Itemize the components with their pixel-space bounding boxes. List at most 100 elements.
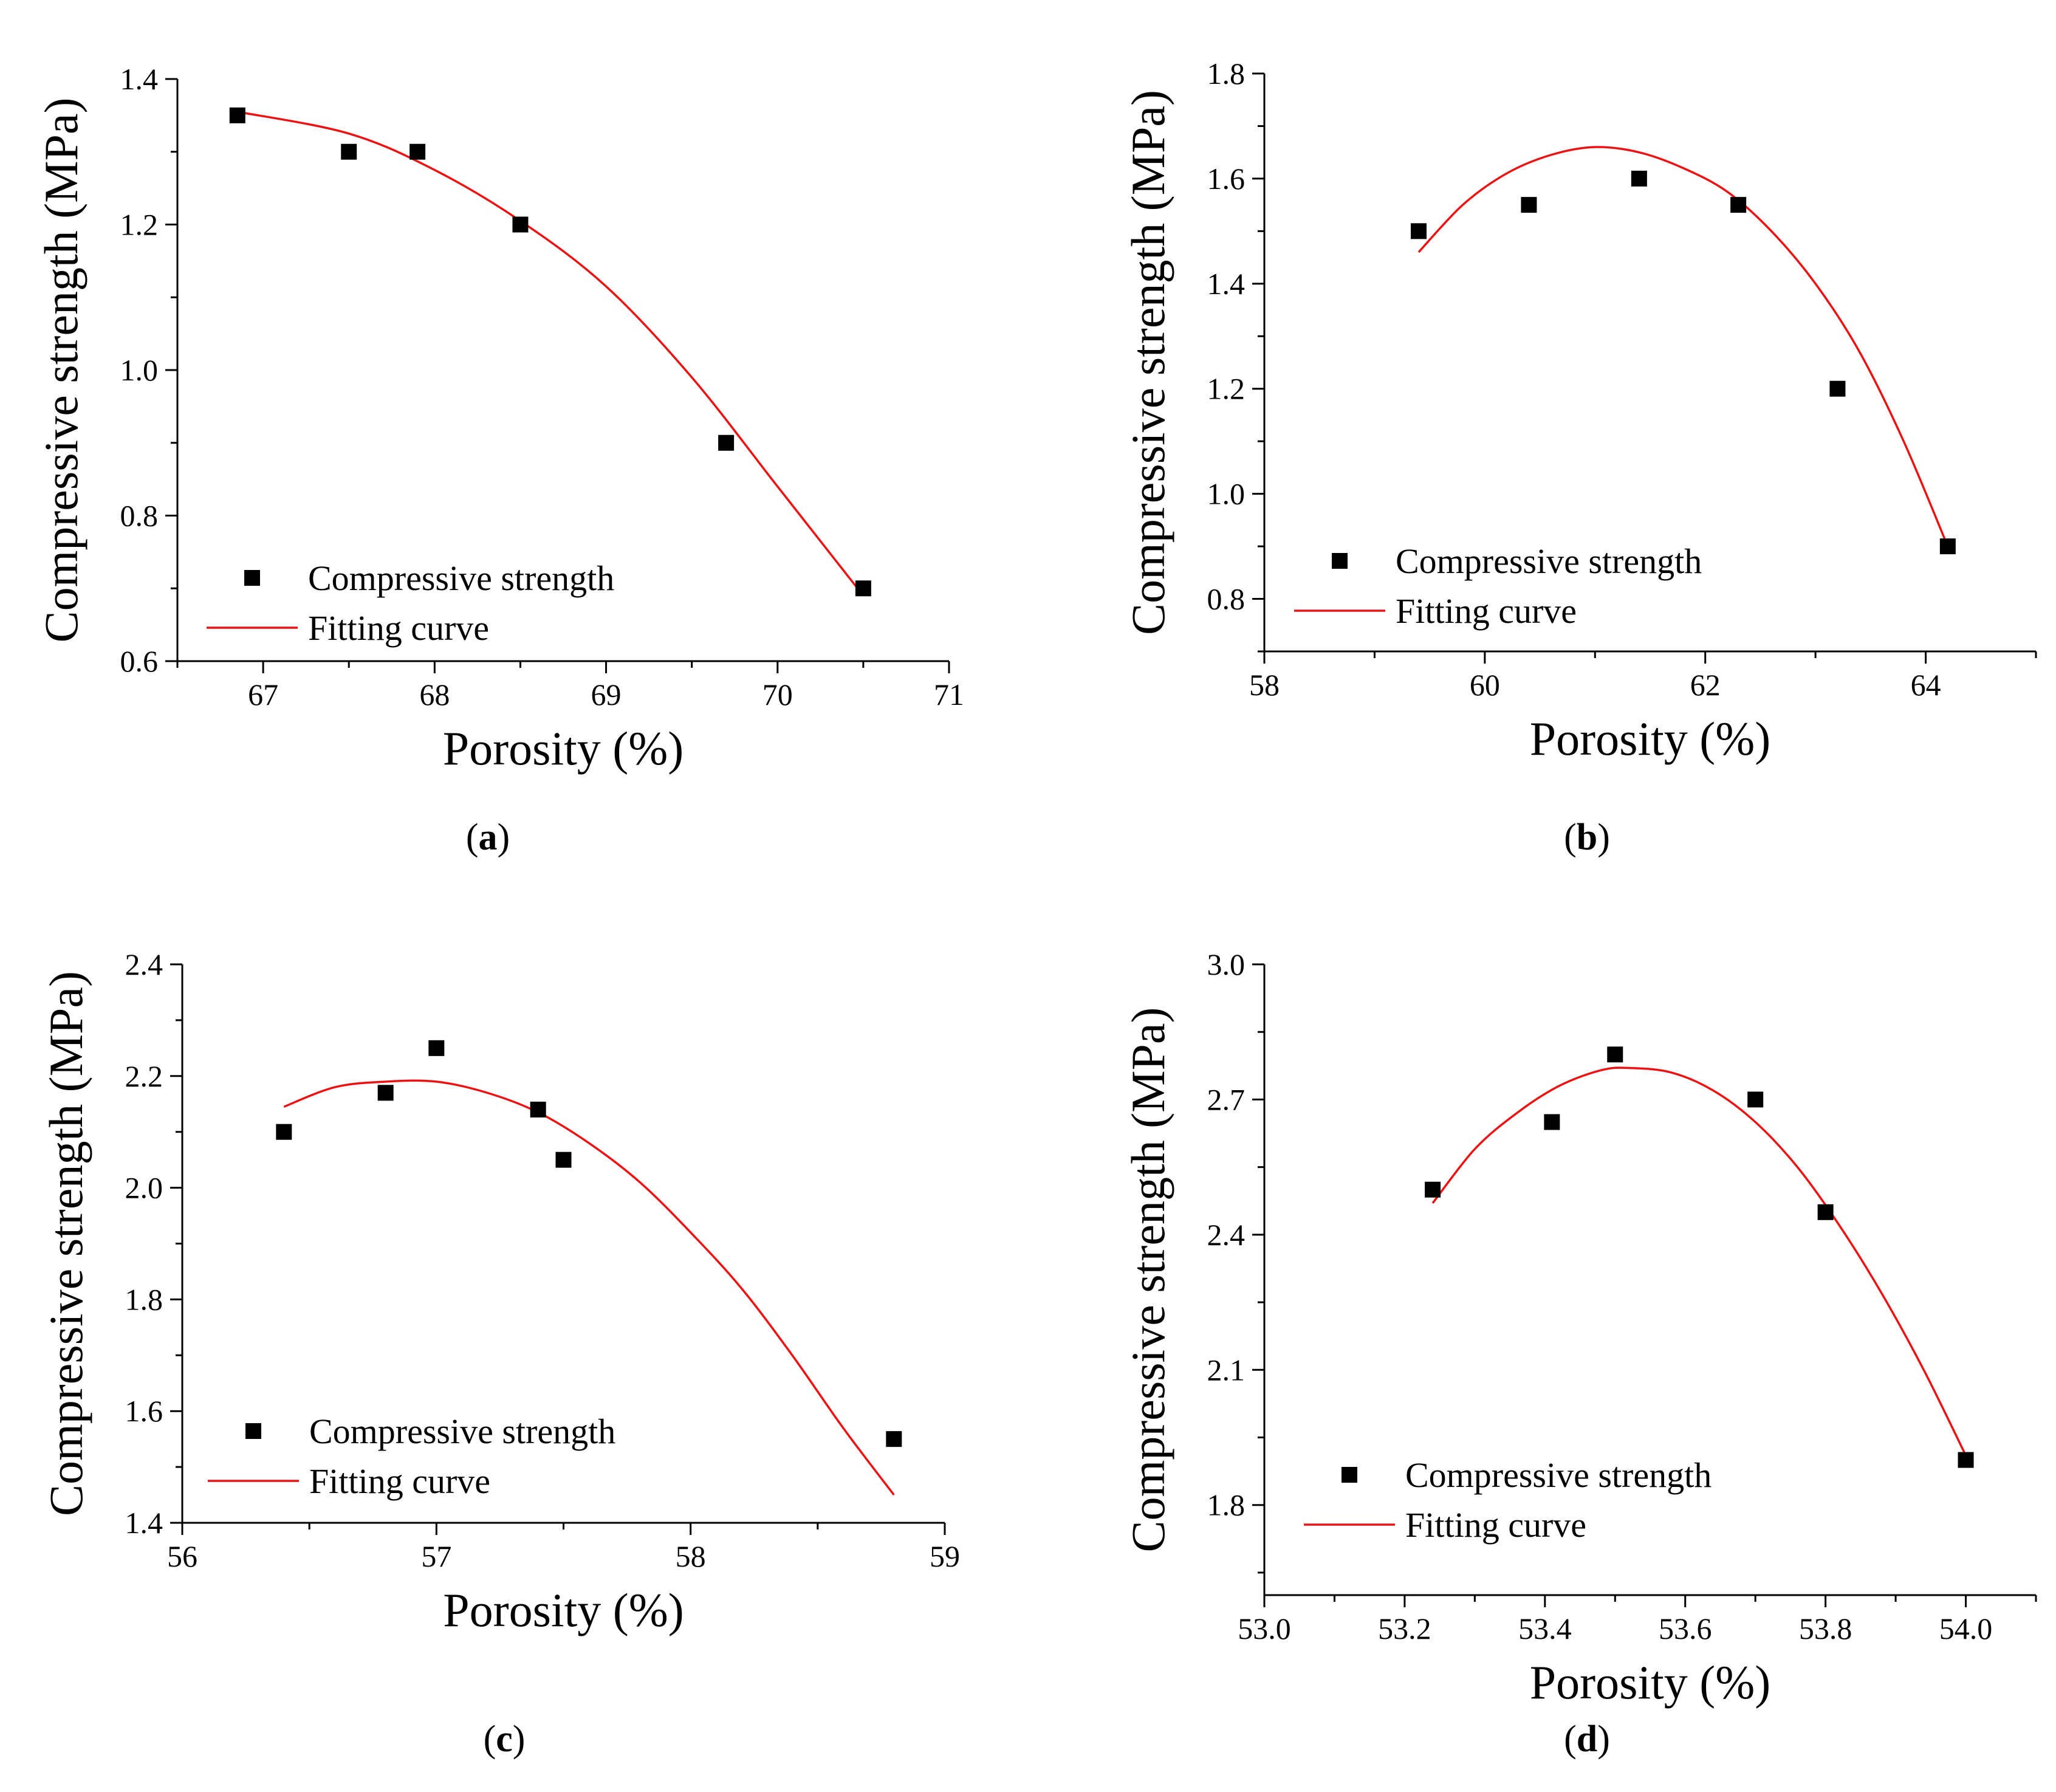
y-tick-label: 2.0 (125, 1171, 163, 1205)
data-point (341, 143, 357, 160)
x-tick-label: 67 (248, 678, 278, 712)
y-tick-label: 3.0 (1207, 947, 1246, 981)
y-tick-label: 2.4 (125, 947, 163, 981)
legend-label-points: Compressive strength (309, 1412, 615, 1451)
y-tick-label: 2.7 (1207, 1082, 1246, 1116)
data-point (530, 1101, 546, 1117)
x-axis-title: Porosity (%) (443, 722, 684, 775)
y-tick-label: 1.4 (120, 62, 159, 96)
data-point (1958, 1452, 1974, 1468)
y-tick-label: 1.8 (125, 1282, 163, 1316)
x-tick-label: 53.4 (1518, 1612, 1572, 1646)
panel-caption: (a) (466, 817, 510, 858)
x-tick-label: 62 (1690, 668, 1721, 702)
y-tick-label: 0.8 (120, 499, 159, 533)
legend: Compressive strength Fitting curve (1294, 541, 1702, 631)
x-axis-title: Porosity (%) (1530, 712, 1770, 765)
legend: Compressive strength Fitting curve (1304, 1455, 1712, 1545)
chart-panel-a: 67 68 69 70 71 0.6 0.8 1.0 1.2 1.4 Porosity (%) Com… (35, 62, 964, 858)
data-point (1544, 1114, 1560, 1130)
legend-marker-points (1332, 553, 1348, 569)
legend: Compressive strength Fitting curve (207, 558, 614, 648)
fitting-curve-line (1417, 146, 1949, 547)
x-tick-label: 64 (1911, 668, 1941, 702)
data-point (855, 580, 871, 597)
y-tick-label: 0.8 (1207, 582, 1246, 616)
legend-label-fit: Fitting curve (1405, 1505, 1586, 1545)
chart-panel-d: 53.0 53.2 53.4 53.6 53.8 54.0 1.8 2.1 2.4 2.7 3.0 P… (1122, 947, 2037, 1760)
y-axis-title: Compressive strength (MPa) (1122, 90, 1174, 635)
data-point (886, 1431, 902, 1447)
y-axis-title: Compressive strength (MPa) (39, 971, 92, 1516)
panel-caption: (c) (484, 1718, 526, 1760)
data-point (1607, 1046, 1623, 1063)
y-axis-title: Compressive strength (MPa) (1122, 1008, 1174, 1553)
x-axis-title: Porosity (%) (443, 1584, 684, 1636)
legend-marker-points (244, 570, 260, 586)
data-point (1747, 1091, 1764, 1108)
legend-label-fit: Fitting curve (308, 608, 489, 648)
data-point (1817, 1204, 1834, 1220)
y-tick-label: 2.4 (1207, 1218, 1246, 1252)
y-tick-label: 0.6 (120, 644, 159, 678)
y-tick-label: 1.4 (1207, 267, 1246, 301)
y-tick-label: 1.8 (1207, 1488, 1246, 1522)
y-tick-label: 2.2 (125, 1059, 163, 1093)
legend-label-fit: Fitting curve (1396, 591, 1577, 631)
y-tick-label: 1.8 (1207, 57, 1246, 91)
data-point (409, 143, 426, 160)
panel-caption: (d) (1564, 1718, 1610, 1760)
data-point (1521, 197, 1537, 213)
legend-label-points: Compressive strength (308, 558, 614, 598)
y-tick-label: 1.2 (120, 208, 159, 242)
x-tick-label: 68 (419, 678, 450, 712)
legend-label-points: Compressive strength (1396, 541, 1702, 581)
data-point (276, 1124, 292, 1140)
x-tick-label: 54.0 (1939, 1612, 1993, 1646)
data-point (1411, 223, 1427, 239)
x-tick-label: 69 (591, 678, 622, 712)
data-point (229, 107, 245, 123)
data-point (1730, 197, 1747, 213)
y-tick-label: 1.0 (120, 353, 159, 387)
data-point (512, 216, 529, 233)
y-tick-label: 1.2 (1207, 372, 1246, 406)
x-tick-label: 53.6 (1659, 1612, 1712, 1646)
x-tick-label: 71 (934, 678, 964, 712)
y-tick-label: 2.1 (1207, 1353, 1246, 1387)
x-tick-label: 70 (762, 678, 793, 712)
data-point (377, 1085, 394, 1101)
x-tick-label: 57 (421, 1539, 451, 1573)
x-tick-label: 56 (167, 1539, 197, 1573)
x-tick-label: 53.2 (1378, 1612, 1431, 1646)
x-axis-title: Porosity (%) (1530, 1656, 1770, 1709)
fitting-curve-line (1431, 1066, 1967, 1456)
fitting-curve-line (237, 111, 865, 597)
x-tick-label: 58 (1249, 668, 1280, 702)
data-point (1425, 1181, 1441, 1198)
chart-panel-c: 56 57 58 59 1.4 1.6 1.8 2.0 2.2 2.4 Porosity (%) Co… (39, 947, 960, 1760)
y-tick-label: 1.6 (125, 1394, 163, 1428)
y-tick-label: 1.6 (1207, 162, 1246, 196)
data-point (718, 434, 735, 451)
y-tick-label: 1.0 (1207, 477, 1246, 511)
data-point (1631, 170, 1647, 187)
x-tick-label: 59 (930, 1539, 960, 1573)
data-point (1939, 538, 1956, 555)
x-tick-label: 53.0 (1238, 1612, 1291, 1646)
x-tick-label: 53.8 (1799, 1612, 1852, 1646)
legend: Compressive strength Fitting curve (208, 1412, 615, 1501)
x-tick-label: 60 (1470, 668, 1500, 702)
y-axis-title: Compressive strength (MPa) (35, 98, 87, 643)
data-point (1829, 380, 1846, 397)
x-tick-label: 58 (676, 1539, 706, 1573)
data-point (428, 1040, 445, 1056)
data-point (555, 1152, 572, 1168)
chart-panel-b: 58 60 62 64 0.8 1.0 1.2 1.4 1.6 1.8 Porosity (%) Co… (1122, 57, 2037, 858)
legend-label-points: Compressive strength (1405, 1455, 1712, 1495)
legend-label-fit: Fitting curve (309, 1461, 490, 1501)
y-tick-label: 1.4 (125, 1506, 163, 1540)
legend-marker-points (1342, 1467, 1357, 1483)
panel-caption: (b) (1564, 817, 1610, 858)
